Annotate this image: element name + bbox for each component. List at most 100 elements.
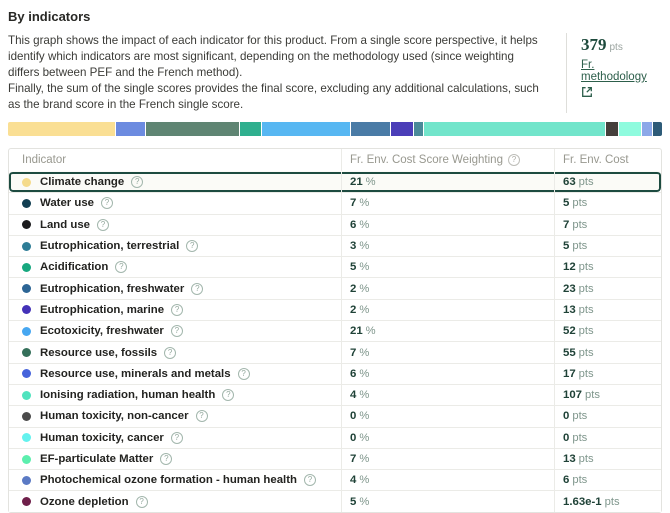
indicator-color-dot <box>22 348 31 358</box>
help-icon[interactable]: ? <box>186 240 199 253</box>
help-icon[interactable]: ? <box>97 218 110 231</box>
cost-cell: 17 pts <box>554 363 661 384</box>
help-icon[interactable]: ? <box>115 261 128 274</box>
total-score-unit: pts <box>609 42 623 53</box>
table-row[interactable]: Ecotoxicity, freshwater? 21% 52 pts <box>9 320 661 342</box>
cost-cell: 63 pts <box>554 172 661 193</box>
weighting-value: 5 <box>350 495 357 508</box>
help-icon[interactable]: ? <box>303 474 316 487</box>
indicator-cell: Human toxicity, cancer? <box>9 428 341 448</box>
cost-unit: pts <box>578 303 594 316</box>
cost-value: 23 <box>563 282 576 295</box>
table-row[interactable]: Ozone depletion? 5% 1.63e-1 pts <box>9 490 661 512</box>
indicator-label: Land use <box>40 218 91 231</box>
weighting-value: 7 <box>350 346 357 359</box>
indicator-label: Human toxicity, non-cancer <box>40 410 189 423</box>
cost-value: 7 <box>563 218 570 231</box>
table-row[interactable]: Eutrophication, terrestrial? 3% 5 pts <box>9 234 661 257</box>
header-indicator: Indicator <box>9 149 341 171</box>
indicator-label: Resource use, minerals and metals <box>40 367 231 380</box>
table-row[interactable]: EF-particulate Matter? 7% 13 pts <box>9 447 661 470</box>
table-row[interactable]: Acidification? 5% 12 pts <box>9 256 661 278</box>
bar-segment-acidification[interactable] <box>240 122 261 136</box>
help-icon[interactable]: ? <box>101 197 114 210</box>
description-line-2: Finally, the sum of the single scores pr… <box>8 82 539 111</box>
bar-segment-eutrophication-marine[interactable] <box>391 122 414 136</box>
cost-value: 52 <box>563 325 576 338</box>
indicator-cell: Resource use, minerals and metals? <box>9 364 341 384</box>
indicator-color-dot <box>22 475 31 485</box>
indicator-color-dot <box>22 390 31 400</box>
indicator-cell: Ecotoxicity, freshwater? <box>9 321 341 341</box>
bar-segment-eutrophication-terrestrial[interactable] <box>414 122 423 136</box>
table-row[interactable]: Eutrophication, marine? 2% 13 pts <box>9 298 661 321</box>
indicator-color-dot <box>22 198 31 208</box>
cost-cell: 107 pts <box>554 384 661 406</box>
cost-value: 6 <box>563 474 570 487</box>
table-row[interactable]: Ionising radiation, human health? 4% 107 pt… <box>9 383 661 406</box>
help-icon[interactable]: ? <box>237 367 250 380</box>
weighting-value: 2 <box>350 303 357 316</box>
description: This graph shows the impact of each indi… <box>8 33 566 113</box>
indicator-cell: Eutrophication, freshwater? <box>9 278 341 298</box>
weighting-value: 7 <box>350 453 357 465</box>
help-icon[interactable]: ? <box>131 176 144 189</box>
table-row[interactable]: Eutrophication, freshwater? 2% 23 pts <box>9 277 661 299</box>
cost-unit: pts <box>578 325 594 338</box>
help-icon[interactable]: ? <box>160 453 173 465</box>
cost-value: 13 <box>563 303 576 316</box>
cost-unit: pts <box>572 474 588 487</box>
indicator-cell: Ionising radiation, human health? <box>9 385 341 405</box>
help-icon[interactable]: ? <box>191 282 204 295</box>
bar-segment-ecotoxicity-freshwater[interactable] <box>261 122 350 136</box>
bar-segment-water-use[interactable] <box>653 122 662 136</box>
indicator-label: Eutrophication, terrestrial <box>40 240 180 253</box>
help-icon[interactable]: ? <box>170 431 183 444</box>
table-row[interactable]: Resource use, minerals and metals? 6% 17 pt… <box>9 362 661 384</box>
cost-value: 17 <box>563 367 576 380</box>
weighting-unit: % <box>359 282 370 295</box>
table-row[interactable]: Human toxicity, cancer? 0% 0 pts <box>9 426 661 448</box>
indicator-label: Photochemical ozone formation - human he… <box>40 474 297 487</box>
cost-value: 5 <box>563 197 570 210</box>
header-indicator-label: Indicator <box>22 154 67 166</box>
cost-unit: pts <box>572 197 588 210</box>
external-link-icon <box>582 87 592 97</box>
bar-segment-ionising-radiation-human-health[interactable] <box>423 122 606 136</box>
bar-segment-climate-change[interactable] <box>8 122 115 136</box>
bar-segment-land-use[interactable] <box>606 122 619 136</box>
help-icon[interactable]: ? <box>135 495 148 508</box>
bar-segment-eutrophication-freshwater[interactable] <box>350 122 391 136</box>
table-row[interactable]: Water use? 7% 5 pts <box>9 192 661 214</box>
table-row[interactable]: Climate change? 21% 63 pts <box>9 171 661 193</box>
table-row[interactable]: Human toxicity, non-cancer? 0% 0 pts <box>9 405 661 427</box>
help-icon[interactable]: ? <box>507 154 520 166</box>
cost-unit: pts <box>572 240 588 253</box>
header-cost: Fr. Env. Cost <box>554 149 661 171</box>
help-icon[interactable]: ? <box>195 410 208 423</box>
table-row[interactable]: Resource use, fossils? 7% 55 pts <box>9 341 661 363</box>
help-icon[interactable]: ? <box>222 389 235 402</box>
methodology-link[interactable]: Fr. methodology <box>581 59 662 98</box>
cost-unit: pts <box>578 176 594 189</box>
cost-unit: pts <box>578 453 594 465</box>
help-icon[interactable]: ? <box>164 346 177 359</box>
bar-segment-resource-use-fossils[interactable] <box>145 122 240 136</box>
table-row[interactable]: Land use? 6% 7 pts <box>9 213 661 235</box>
help-icon[interactable]: ? <box>170 325 183 338</box>
bar-segment-photochemical-ozone-formation-human-health[interactable] <box>642 122 653 136</box>
weighting-cell: 0% <box>341 406 554 427</box>
methodology-link-label[interactable]: Fr. methodology <box>581 59 647 83</box>
total-score-value: 379 <box>581 35 607 54</box>
cost-cell: 13 pts <box>554 299 661 321</box>
weighting-unit: % <box>359 346 370 359</box>
indicator-cell: Ozone depletion? <box>9 491 341 511</box>
bar-segment-resource-use-minerals-and-metals[interactable] <box>116 122 145 136</box>
header-weighting-label: Fr. Env. Cost Score Weighting <box>350 154 503 166</box>
cost-value: 0 <box>563 431 570 444</box>
weighting-value: 7 <box>350 197 357 210</box>
table-row[interactable]: Photochemical ozone formation - human he… <box>9 469 661 491</box>
bar-segment-ef-particulate-matter[interactable] <box>619 122 642 136</box>
weighting-cell: 5% <box>341 257 554 278</box>
help-icon[interactable]: ? <box>171 303 184 316</box>
